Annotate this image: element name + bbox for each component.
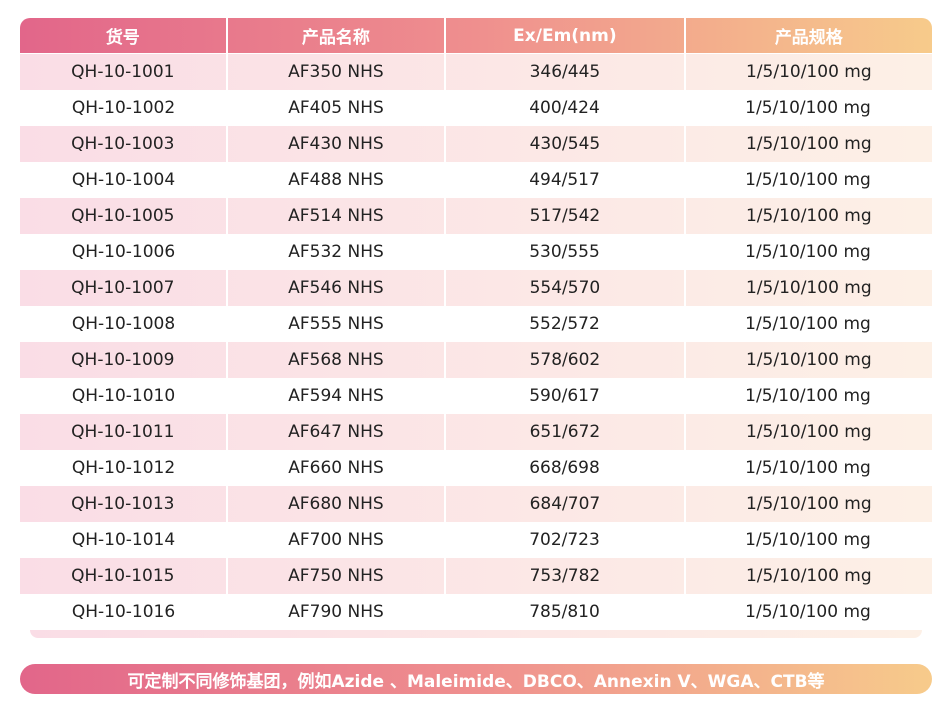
table-cell: 1/5/10/100 mg — [745, 386, 871, 406]
table-cell: QH-10-1010 — [71, 386, 176, 406]
table-row: QH-10-1002 AF405 NHS 400/424 1/5/10/100 mg — [20, 90, 932, 126]
table-cell: QH-10-1013 — [20, 486, 228, 522]
table-cell: 590/617 — [529, 386, 600, 406]
table-cell: AF680 NHS — [228, 486, 447, 522]
table-cell: QH-10-1012 — [71, 458, 176, 478]
table-cell: 1/5/10/100 mg — [745, 422, 872, 442]
table-cell: QH-10-1001 — [20, 54, 228, 90]
table-cell: 1/5/10/100 mg — [745, 242, 871, 262]
table-cell: AF790 NHS — [288, 602, 384, 622]
table-cell: AF750 NHS — [228, 558, 447, 594]
header-cell: 产品规格 — [774, 28, 843, 48]
table-cell: 1/5/10/100 mg — [745, 206, 872, 226]
table-cell: 554/570 — [446, 270, 686, 306]
table-cell: AF594 NHS — [288, 386, 384, 406]
table-row: QH-10-1014 AF700 NHS 702/723 1/5/10/100 mg — [20, 522, 932, 558]
table-cell: QH-10-1003 — [20, 126, 228, 162]
table-row: QH-10-1003 AF430 NHS 430/545 1/5/10/100 mg — [20, 126, 932, 162]
table-cell: 702/723 — [529, 530, 600, 550]
table-cell: 1/5/10/100 mg — [745, 602, 871, 622]
table-cell: 651/672 — [446, 414, 686, 450]
table-cell: QH-10-1008 — [71, 314, 176, 334]
table-cell: QH-10-1002 — [71, 98, 176, 118]
table-cell: 753/782 — [446, 558, 686, 594]
header-cell: 产品名称 — [228, 18, 447, 53]
table-bottom — [30, 630, 922, 638]
table-cell: 1/5/10/100 mg — [745, 98, 871, 118]
table-cell: 1/5/10/100 mg — [745, 314, 871, 334]
table-cell: 1/5/10/100 mg — [745, 62, 872, 82]
table-row: QH-10-1016 AF790 NHS 785/810 1/5/10/100 mg — [20, 594, 932, 630]
table-cell: 346/445 — [446, 54, 686, 90]
table-cell: 1/5/10/100 mg — [745, 494, 872, 514]
table-cell: 430/545 — [446, 126, 686, 162]
table-cell: 684/707 — [446, 486, 686, 522]
product-table: 货号 产品名称 Ex/Em(nm) 产品规格 QH-10-1001 AF350 NHS 34… — [20, 18, 932, 630]
table-row: QH-10-1015 AF750 NHS 753/782 1/5/10/100 mg — [20, 558, 932, 594]
table-cell: 1/5/10/100 mg — [745, 170, 871, 190]
table-cell: 1/5/10/100 mg — [745, 530, 871, 550]
header-row: 货号 产品名称 Ex/Em(nm) 产品规格 — [20, 18, 932, 53]
table-cell: AF555 NHS — [288, 314, 384, 334]
table-row: QH-10-1012 AF660 NHS 668/698 1/5/10/100 mg — [20, 450, 932, 486]
table-row: QH-10-1008 AF555 NHS 552/572 1/5/10/100 mg — [20, 306, 932, 342]
table-cell: 1/5/10/100 mg — [745, 566, 872, 586]
table-cell: QH-10-1007 — [20, 270, 228, 306]
table-row: QH-10-1007 AF546 NHS 554/570 1/5/10/100 mg — [20, 270, 932, 306]
table-cell: AF532 NHS — [288, 242, 384, 262]
table-cell: QH-10-1014 — [71, 530, 176, 550]
table-cell: 785/810 — [529, 602, 600, 622]
table-row: QH-10-1005 AF514 NHS 517/542 1/5/10/100 mg — [20, 198, 932, 234]
table-row: QH-10-1009 AF568 NHS 578/602 1/5/10/100 mg — [20, 342, 932, 378]
table-cell: 578/602 — [446, 342, 686, 378]
table-cell: AF660 NHS — [288, 458, 384, 478]
table-cell: AF488 NHS — [288, 170, 384, 190]
table-cell: 552/572 — [529, 314, 600, 334]
table-cell: 494/517 — [529, 170, 600, 190]
table-row: QH-10-1013 AF680 NHS 684/707 1/5/10/100 mg — [20, 486, 932, 522]
table-cell: AF700 NHS — [288, 530, 384, 550]
table-cell: 1/5/10/100 mg — [745, 458, 871, 478]
table-cell: 530/555 — [529, 242, 600, 262]
table-cell: 400/424 — [529, 98, 600, 118]
table-row: QH-10-1006 AF532 NHS 530/555 1/5/10/100 mg — [20, 234, 932, 270]
table-row: QH-10-1004 AF488 NHS 494/517 1/5/10/100 mg — [20, 162, 932, 198]
header-cell: 货号 — [20, 18, 228, 53]
table-cell: AF350 NHS — [228, 54, 447, 90]
table-cell: QH-10-1005 — [20, 198, 228, 234]
table-cell: AF405 NHS — [288, 98, 384, 118]
table-cell: 1/5/10/100 mg — [745, 350, 872, 370]
table-row: QH-10-1011 AF647 NHS 651/672 1/5/10/100 mg — [20, 414, 932, 450]
table-cell: 1/5/10/100 mg — [745, 278, 872, 298]
table-cell: 1/5/10/100 mg — [745, 134, 872, 154]
table-cell: QH-10-1004 — [71, 170, 176, 190]
table-cell: 517/542 — [446, 198, 686, 234]
footer-note: 可定制不同修饰基团，例如Azide 、Maleimide、DBCO、Annexi… — [20, 664, 932, 694]
table-cell: 668/698 — [529, 458, 600, 478]
header-cell: Ex/Em(nm) — [446, 18, 686, 53]
table-cell: AF568 NHS — [228, 342, 447, 378]
table-cell: AF514 NHS — [228, 198, 447, 234]
table-cell: QH-10-1011 — [20, 414, 228, 450]
table-cell: AF546 NHS — [228, 270, 447, 306]
table-cell: QH-10-1016 — [71, 602, 176, 622]
table-cell: QH-10-1009 — [20, 342, 228, 378]
table-row: QH-10-1001 AF350 NHS 346/445 1/5/10/100 mg — [20, 54, 932, 90]
table-cell: AF430 NHS — [228, 126, 447, 162]
table-row: QH-10-1010 AF594 NHS 590/617 1/5/10/100 mg — [20, 378, 932, 414]
table-cell: AF647 NHS — [228, 414, 447, 450]
table-cell: QH-10-1015 — [20, 558, 228, 594]
table-cell: QH-10-1006 — [71, 242, 176, 262]
